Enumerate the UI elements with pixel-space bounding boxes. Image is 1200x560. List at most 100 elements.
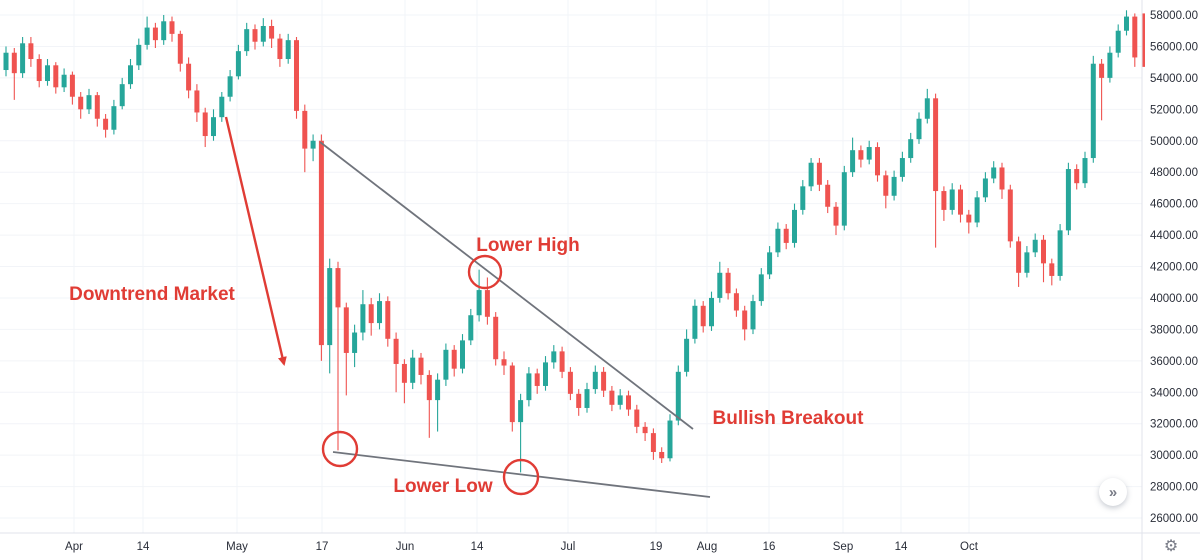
candle-body (352, 332, 358, 353)
price-tick-label: 50000.00 (1150, 136, 1198, 148)
candle-body (833, 206, 839, 226)
upper-trendline[interactable] (319, 141, 694, 430)
candle-body (161, 21, 167, 41)
time-tick-label: Sep (833, 541, 853, 553)
lower-high-circle[interactable] (467, 254, 503, 290)
price-tick-label: 26000.00 (1150, 513, 1198, 525)
candle-body (675, 371, 681, 421)
candle-body (244, 29, 250, 52)
price-tick-label: 30000.00 (1150, 450, 1198, 462)
candle-body (169, 21, 175, 34)
lower-low-circle-1[interactable] (321, 430, 359, 468)
candle-body (949, 189, 955, 210)
price-tick-label: 40000.00 (1150, 293, 1198, 305)
candle-body (36, 59, 42, 82)
candle-body (999, 167, 1005, 190)
price-tick-label: 28000.00 (1150, 482, 1198, 494)
candle-body (692, 305, 698, 339)
candle-body (875, 147, 880, 176)
candle-body (758, 274, 764, 302)
candle-body (368, 304, 374, 324)
candle-body (252, 29, 258, 42)
candle-body (227, 76, 233, 97)
candle-body (783, 228, 789, 243)
time-tick-label: 14 (137, 541, 150, 553)
candle-body (1041, 239, 1046, 264)
candle-body (94, 95, 100, 119)
candle-body (202, 112, 208, 137)
candle-body (69, 74, 75, 97)
gear-icon[interactable]: ⚙ (1163, 538, 1179, 555)
candle-body (576, 393, 582, 408)
candle-body (551, 351, 557, 363)
price-axis[interactable]: 58000.00 56000.00 54000.00 52000.00 50000.00… (1150, 10, 1198, 525)
candle-body (78, 96, 84, 110)
candle-body (841, 172, 847, 226)
candle-body (1082, 158, 1088, 184)
candle-body (501, 359, 507, 366)
candle-body (335, 268, 341, 308)
candles-series (3, 10, 1138, 473)
price-tick-label: 32000.00 (1150, 419, 1198, 431)
time-tick-label: 17 (316, 541, 329, 553)
lower-low-circle-2[interactable] (502, 458, 540, 496)
last-candle-axis-marker (1142, 13, 1145, 67)
time-tick-label: 14 (895, 541, 908, 553)
price-tick-label: 46000.00 (1150, 199, 1198, 211)
time-tick-label: Oct (960, 541, 979, 553)
time-tick-label: 19 (650, 541, 663, 553)
price-tick-label: 58000.00 (1150, 10, 1198, 22)
candle-body (20, 43, 26, 74)
candle-body (509, 365, 515, 423)
time-tick-label: 14 (471, 541, 484, 553)
candle-body (808, 162, 814, 187)
candle-body (526, 373, 532, 401)
candle-body (1107, 52, 1113, 78)
candle-body (592, 371, 598, 390)
candle-body (966, 214, 972, 223)
lower-trendline[interactable] (332, 451, 711, 498)
candle-body (725, 272, 731, 294)
candle-body (559, 351, 565, 372)
time-axis[interactable]: Apr 14 May 17 Jun 14 Jul 19 Aug 16 Sep 14 Oct (65, 541, 979, 553)
price-tick-label: 48000.00 (1150, 167, 1198, 179)
candle-body (136, 44, 142, 66)
candle-body (891, 176, 897, 196)
candle-body (460, 340, 465, 369)
candle-body (567, 371, 573, 394)
collapse-panel-button[interactable]: » (1099, 478, 1127, 506)
candle-body (1090, 63, 1096, 159)
candle-body (302, 110, 308, 149)
candle-body (277, 38, 283, 60)
candle-body (717, 272, 723, 298)
candle-body (650, 433, 656, 452)
downtrend-arrow[interactable] (224, 116, 287, 366)
lower-low-label: Lower Low (393, 476, 492, 497)
candle-body (211, 117, 216, 137)
candle-body (933, 98, 939, 192)
candle-body (733, 293, 739, 311)
candle-body (659, 451, 665, 459)
candle-body (86, 95, 92, 110)
candle-body (194, 90, 200, 113)
candle-body (858, 150, 864, 160)
candle-body (1057, 230, 1063, 276)
candle-body (534, 373, 540, 386)
candle-body (269, 26, 275, 39)
candle-body (451, 349, 457, 369)
candle-body (667, 420, 673, 459)
candle-body (360, 304, 366, 333)
candle-body (260, 26, 266, 42)
candle-body (982, 178, 988, 198)
candle-body (435, 379, 441, 401)
candle-body (1074, 169, 1080, 184)
gridlines (0, 0, 1142, 533)
candle-body (144, 27, 150, 45)
candle-body (327, 268, 333, 346)
candle-body (899, 158, 905, 177)
candle-body (1007, 189, 1013, 242)
candle-body (468, 315, 474, 341)
bullish-breakout-label: Bullish Breakout (713, 408, 865, 429)
price-tick-label: 56000.00 (1150, 41, 1198, 53)
